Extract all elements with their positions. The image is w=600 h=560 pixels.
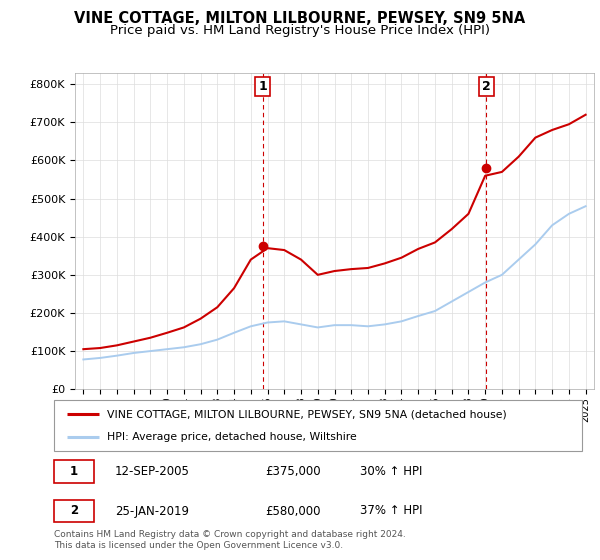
Text: 30% ↑ HPI: 30% ↑ HPI — [360, 465, 422, 478]
Text: £580,000: £580,000 — [265, 505, 321, 517]
Text: 2: 2 — [482, 80, 491, 92]
Text: 37% ↑ HPI: 37% ↑ HPI — [360, 505, 423, 517]
Text: £375,000: £375,000 — [265, 465, 321, 478]
FancyBboxPatch shape — [54, 500, 94, 522]
Text: Contains HM Land Registry data © Crown copyright and database right 2024.
This d: Contains HM Land Registry data © Crown c… — [54, 530, 406, 550]
FancyBboxPatch shape — [54, 400, 582, 451]
Text: Price paid vs. HM Land Registry's House Price Index (HPI): Price paid vs. HM Land Registry's House … — [110, 24, 490, 37]
Text: 1: 1 — [258, 80, 267, 92]
FancyBboxPatch shape — [54, 460, 94, 483]
Text: VINE COTTAGE, MILTON LILBOURNE, PEWSEY, SN9 5NA (detached house): VINE COTTAGE, MILTON LILBOURNE, PEWSEY, … — [107, 409, 506, 419]
Text: VINE COTTAGE, MILTON LILBOURNE, PEWSEY, SN9 5NA: VINE COTTAGE, MILTON LILBOURNE, PEWSEY, … — [74, 11, 526, 26]
Text: 25-JAN-2019: 25-JAN-2019 — [115, 505, 189, 517]
Text: HPI: Average price, detached house, Wiltshire: HPI: Average price, detached house, Wilt… — [107, 432, 356, 442]
Text: 1: 1 — [70, 465, 78, 478]
Text: 2: 2 — [70, 505, 78, 517]
Text: 12-SEP-2005: 12-SEP-2005 — [115, 465, 190, 478]
